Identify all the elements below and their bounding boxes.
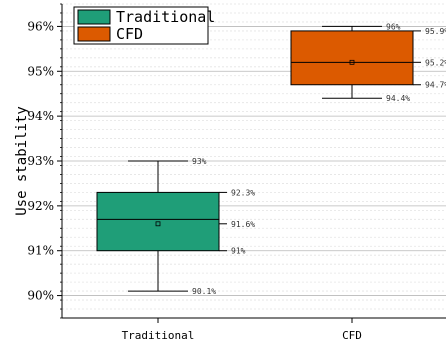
data-label-min: 90.1% — [192, 287, 216, 296]
data-label-min: 94.4% — [386, 94, 410, 103]
box-cfd: 96% 95.9% 95.2% 94.7% 94.4% — [290, 22, 446, 103]
mean-marker — [349, 59, 355, 65]
y-tick-label: 95% — [27, 64, 54, 78]
y-tick-label: 93% — [27, 154, 54, 168]
legend-swatch — [77, 26, 111, 42]
legend-label: Traditional — [116, 8, 215, 26]
data-label-max: 96% — [386, 22, 401, 31]
y-tick-label: 91% — [27, 244, 54, 258]
axes: 90%91%92%93%94%95%96%Traditional CFD — [27, 3, 446, 342]
mean-marker — [155, 221, 161, 227]
data-label-q3: 92.3% — [231, 188, 255, 197]
y-tick-label: 92% — [27, 199, 54, 213]
x-tick-label: CFD — [342, 329, 362, 342]
data-label-q3: 95.9% — [425, 27, 446, 36]
boxes: 93%92.3%91.6%91%90.1%96%95.9%95.2%94.7%9… — [96, 22, 446, 296]
box-traditional: 93% 92.3% 91.6% 91% 90.1% — [96, 157, 255, 296]
data-label-q1: 94.7% — [425, 81, 446, 90]
legend-swatch — [77, 9, 111, 25]
data-label-max: 93% — [192, 157, 207, 166]
y-tick-label: 96% — [27, 19, 54, 33]
iqr-box — [290, 30, 414, 86]
legend-label: CFD — [116, 25, 143, 43]
y-axis-label: Use stability — [14, 106, 30, 216]
data-label-mean: 91.6% — [231, 220, 255, 229]
data-label-mean: 95.2% — [425, 58, 446, 67]
x-tick-label: Traditional — [122, 329, 195, 342]
y-tick-label: 94% — [27, 109, 54, 123]
data-label-q1: 91% — [231, 247, 246, 256]
y-tick-label: 90% — [27, 289, 54, 303]
